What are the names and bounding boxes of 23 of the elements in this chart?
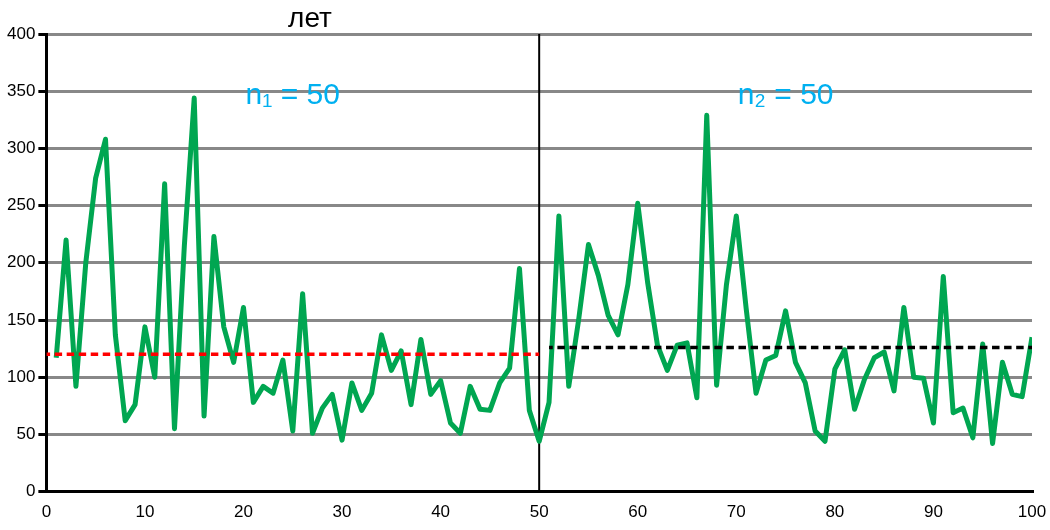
x-tick-label: 70 <box>726 502 746 522</box>
y-tick-label: 100 <box>6 366 36 386</box>
y-tick-label: 400 <box>6 23 36 43</box>
x-tick-label: 80 <box>825 502 845 522</box>
y-tick-label: 300 <box>6 138 36 158</box>
x-tick-label: 30 <box>332 502 352 522</box>
chart-title: лет <box>288 2 332 33</box>
x-tick-label: 0 <box>41 502 52 522</box>
x-tick-label: 40 <box>431 502 451 522</box>
x-tick-label: 20 <box>234 502 253 522</box>
y-tick-label: 50 <box>16 424 36 444</box>
y-tick-label: 200 <box>6 252 36 272</box>
annotation: n₁ = 50 <box>245 77 340 111</box>
y-tick-label: 350 <box>6 80 36 100</box>
annotation: n₂ = 50 <box>737 77 834 111</box>
y-tick-label: 0 <box>25 481 36 501</box>
x-tick-label: 60 <box>628 502 648 522</box>
x-tick-label: 10 <box>135 502 155 522</box>
y-tick-label: 150 <box>6 309 36 329</box>
x-tick-label: 50 <box>529 502 549 522</box>
x-tick-label: 90 <box>923 502 943 522</box>
x-tick-label: 100 <box>1017 502 1047 522</box>
y-tick-label: 250 <box>6 195 36 215</box>
